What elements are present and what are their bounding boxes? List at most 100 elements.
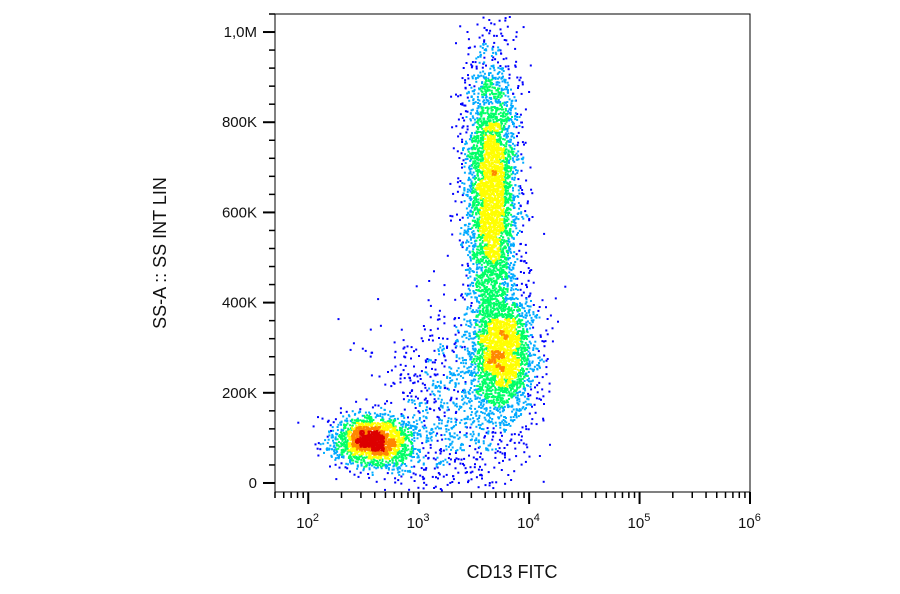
data-point bbox=[388, 417, 391, 420]
data-point bbox=[492, 422, 495, 425]
data-point bbox=[410, 431, 413, 434]
data-point bbox=[515, 328, 518, 331]
data-point bbox=[482, 299, 485, 302]
data-point bbox=[410, 390, 413, 392]
data-point bbox=[482, 293, 485, 296]
data-point bbox=[512, 153, 514, 156]
data-point bbox=[513, 352, 516, 355]
data-point bbox=[480, 399, 483, 402]
data-point bbox=[490, 65, 493, 68]
data-point bbox=[419, 435, 422, 438]
data-point bbox=[419, 378, 422, 380]
data-point bbox=[449, 399, 452, 402]
data-point bbox=[531, 336, 534, 339]
data-point bbox=[504, 214, 507, 217]
data-point bbox=[326, 435, 329, 438]
data-point bbox=[472, 331, 475, 334]
data-point bbox=[417, 397, 419, 400]
data-point bbox=[480, 252, 483, 255]
data-point bbox=[398, 473, 401, 476]
data-point bbox=[393, 456, 396, 459]
data-point bbox=[502, 236, 504, 239]
data-point bbox=[489, 378, 492, 381]
data-point bbox=[520, 157, 523, 160]
data-point bbox=[419, 374, 422, 377]
data-point bbox=[514, 64, 517, 67]
data-point bbox=[528, 308, 531, 311]
data-point bbox=[505, 136, 508, 138]
data-point bbox=[467, 53, 470, 56]
data-point bbox=[481, 422, 484, 425]
data-point bbox=[510, 104, 513, 107]
data-point bbox=[479, 330, 482, 333]
data-point bbox=[480, 347, 483, 350]
data-point bbox=[494, 95, 497, 98]
data-point bbox=[508, 194, 511, 197]
data-point bbox=[509, 231, 512, 234]
data-point bbox=[409, 424, 412, 427]
data-point bbox=[539, 335, 542, 338]
data-point bbox=[508, 384, 511, 387]
data-point bbox=[495, 315, 498, 318]
data-point bbox=[402, 459, 405, 462]
data-point bbox=[525, 314, 528, 317]
data-point bbox=[452, 426, 455, 429]
data-point bbox=[501, 214, 504, 217]
data-point bbox=[473, 74, 476, 77]
data-point bbox=[501, 266, 504, 269]
data-point bbox=[440, 489, 443, 492]
data-point bbox=[455, 356, 458, 359]
data-point bbox=[528, 311, 531, 314]
data-point bbox=[401, 423, 404, 426]
data-point bbox=[461, 395, 463, 398]
data-point bbox=[482, 392, 485, 395]
data-point bbox=[499, 136, 502, 139]
data-point bbox=[518, 409, 521, 412]
data-point bbox=[462, 462, 464, 465]
data-point bbox=[401, 420, 404, 423]
data-point bbox=[520, 294, 523, 297]
data-point bbox=[474, 253, 477, 256]
data-point bbox=[442, 347, 445, 350]
data-point bbox=[487, 317, 490, 320]
data-point bbox=[469, 256, 472, 259]
data-point bbox=[509, 167, 512, 170]
data-point bbox=[409, 454, 412, 457]
data-point bbox=[500, 282, 503, 285]
data-point bbox=[346, 452, 349, 455]
data-point bbox=[503, 192, 506, 195]
data-point bbox=[350, 427, 352, 430]
data-point bbox=[401, 445, 404, 448]
data-point bbox=[359, 471, 362, 474]
data-point bbox=[522, 217, 525, 220]
data-point bbox=[507, 192, 510, 195]
data-point bbox=[492, 395, 494, 398]
data-point bbox=[478, 124, 481, 126]
data-point bbox=[400, 458, 403, 461]
data-point bbox=[363, 456, 366, 459]
data-point bbox=[332, 421, 335, 424]
data-point bbox=[474, 398, 477, 400]
data-point bbox=[515, 35, 518, 38]
data-point bbox=[529, 363, 532, 366]
data-point bbox=[492, 413, 495, 416]
data-point bbox=[509, 113, 512, 116]
data-point bbox=[489, 295, 492, 298]
data-point bbox=[516, 399, 519, 402]
data-point bbox=[516, 144, 519, 147]
data-point bbox=[494, 51, 497, 54]
data-point bbox=[519, 346, 522, 349]
data-point bbox=[480, 251, 483, 254]
data-point bbox=[355, 400, 358, 403]
data-point bbox=[432, 457, 435, 460]
data-point bbox=[442, 475, 445, 478]
data-point bbox=[495, 97, 498, 100]
data-point bbox=[504, 17, 507, 20]
data-point bbox=[512, 416, 515, 418]
data-point bbox=[492, 404, 495, 407]
data-point bbox=[522, 193, 525, 196]
data-point bbox=[396, 468, 399, 471]
data-point bbox=[369, 328, 372, 331]
data-point bbox=[525, 301, 528, 304]
data-point bbox=[384, 488, 386, 491]
